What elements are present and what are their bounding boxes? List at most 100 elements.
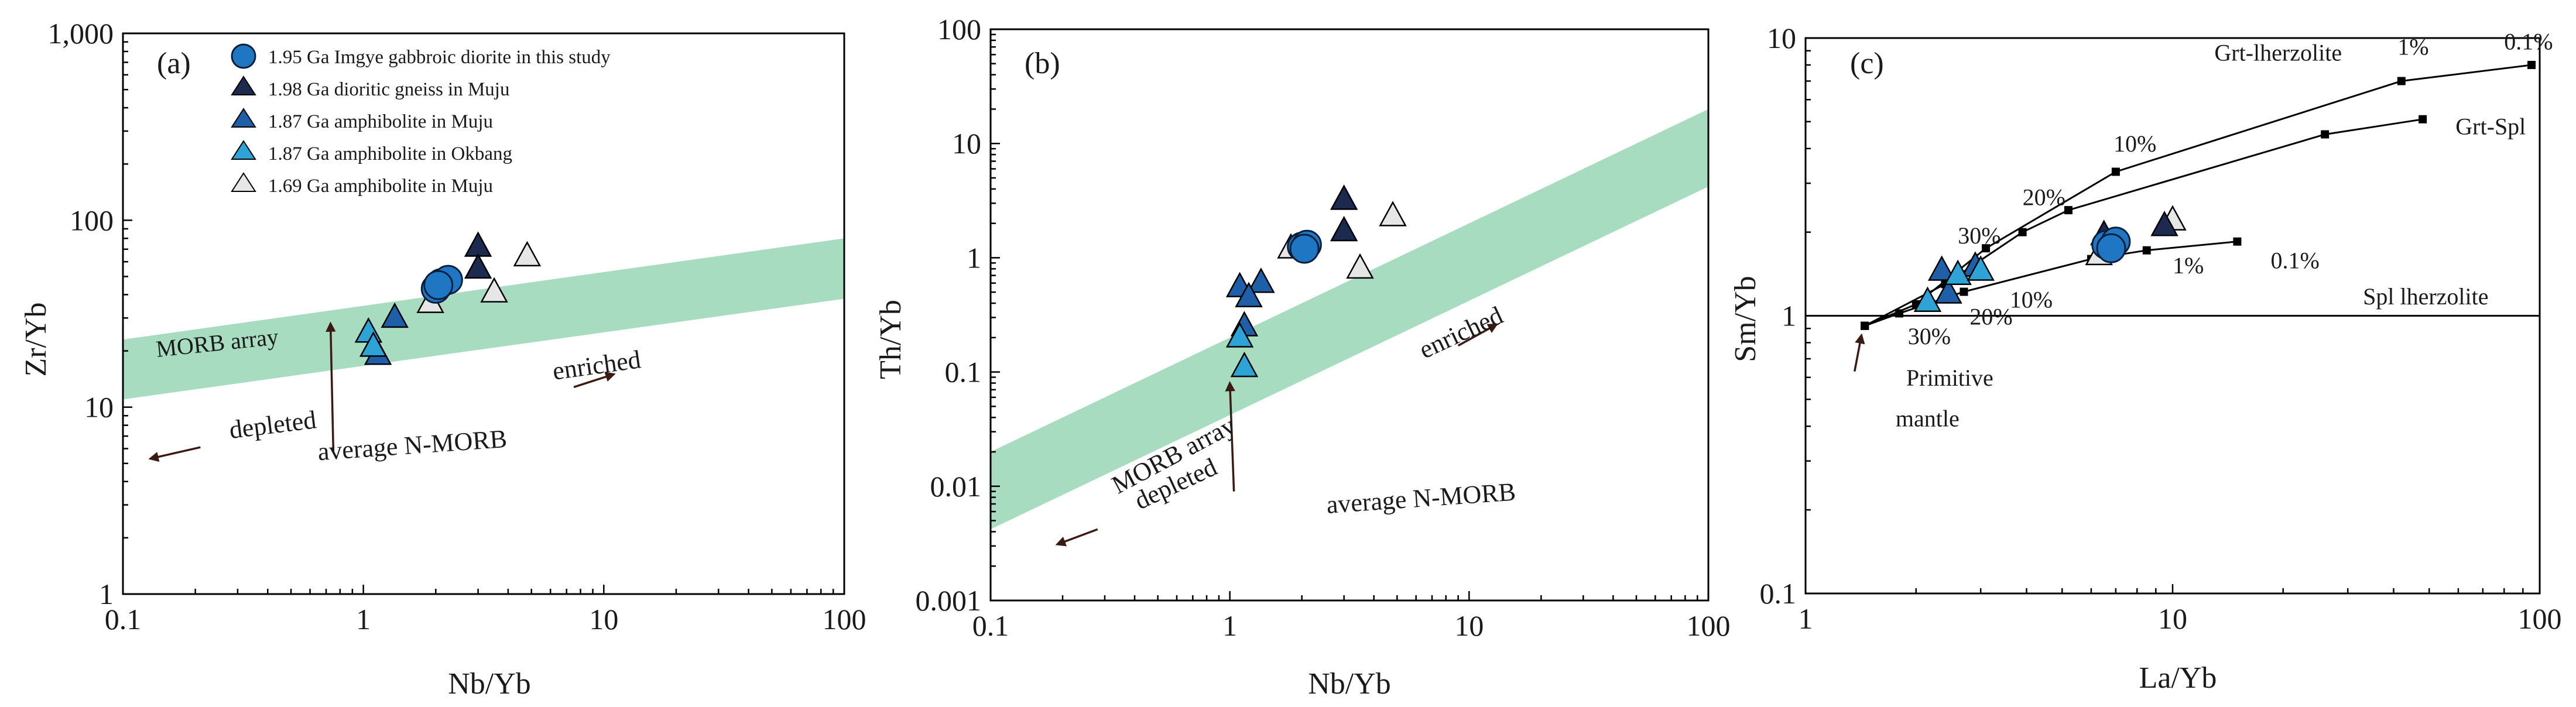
- point-gneiss: [2150, 210, 2178, 236]
- annotation-1: 1%: [2173, 252, 2204, 279]
- curve-node: [1895, 309, 1904, 318]
- trend-arrow: [326, 321, 336, 452]
- annotation-20: 20%: [1969, 304, 2012, 330]
- morb-array-band: [123, 238, 844, 400]
- annotation-enriched: enriched: [551, 345, 643, 386]
- legend-label: 1.98 Ga dioritic gneiss in Muju: [268, 79, 509, 100]
- x-tick-label: 100: [823, 603, 866, 636]
- curve-node: [2321, 130, 2330, 139]
- point-amph_muju_187: [381, 302, 409, 328]
- y-axis-label-c: Sm/Yb: [1729, 276, 1762, 362]
- legend-label: 1.95 Ga Imgye gabbroic diorite in this s…: [268, 47, 611, 68]
- legend-marker-amph-okbang: [231, 140, 256, 160]
- point-gneiss: [464, 231, 492, 257]
- curve-node: [1960, 287, 1968, 296]
- y-tick-label: 10: [952, 127, 981, 160]
- x-axis-label-a: Nb/Yb: [448, 667, 531, 701]
- annotation-primitive: Primitive: [1906, 365, 1993, 391]
- curve-node: [2397, 77, 2406, 85]
- x-axis-label-c: La/Yb: [2139, 661, 2217, 695]
- melting-curves: [1861, 60, 2536, 330]
- point-amph_169: [1379, 201, 1407, 226]
- annotation-grt-lherzolite: Grt-lherzolite: [2214, 39, 2342, 66]
- x-tick-label: 10: [1454, 609, 1484, 642]
- point-gneiss: [1330, 184, 1358, 210]
- legend-label: 1.87 Ga amphibolite in Okbang: [268, 143, 512, 164]
- point-study: [1289, 234, 1320, 264]
- legend-item-dioritic-gneiss: 1.98 Ga dioritic gneiss in Muju: [231, 75, 509, 100]
- annotation-10: 10%: [2010, 287, 2053, 313]
- annotation-30: 30%: [1958, 222, 2000, 249]
- point-amph_okbang: [1913, 286, 1942, 312]
- plot-frame-a: [122, 32, 845, 595]
- point-amph_okbang: [1225, 322, 1254, 348]
- curve-node: [2233, 237, 2242, 246]
- y-tick-label: 100: [70, 204, 114, 236]
- y-tick-label: 10: [1767, 22, 1796, 54]
- point-amph_muju_187: [1934, 278, 1962, 304]
- annotation-spl-lherzolite: Spl lherzolite: [2363, 283, 2488, 310]
- point-amph_okbang: [359, 331, 388, 357]
- legend-label: 1.69 Ga amphibolite in Muju: [268, 176, 493, 197]
- y-tick-label: 0.1: [945, 356, 982, 389]
- annotation-10: 10%: [2113, 131, 2156, 157]
- annotation-average-n-morb: average N-MORB: [1325, 478, 1516, 519]
- y-axis-label-a: Zr/Yb: [19, 302, 53, 376]
- trend-arrow: [1854, 333, 1865, 372]
- legend-marker-study: [231, 43, 256, 69]
- trend-arrow: [573, 372, 616, 389]
- data-points-a: [354, 231, 542, 365]
- annotation-depleted: depleted: [228, 405, 318, 444]
- x-tick-label: 0.1: [972, 609, 1009, 642]
- point-gneiss: [1330, 215, 1358, 242]
- annotation-0-1: 0.1%: [2271, 248, 2320, 274]
- curve-grt-spl: [1864, 118, 2423, 327]
- curve-node: [2111, 167, 2120, 176]
- point-amph_okbang: [1230, 351, 1259, 377]
- y-tick-label: 0.001: [916, 584, 982, 617]
- point-study: [423, 270, 454, 300]
- arrows-b: [1055, 323, 1498, 547]
- point-study: [2096, 233, 2126, 263]
- x-tick-label: 1: [356, 603, 371, 636]
- point-amph_muju_187: [1927, 255, 1956, 281]
- y-tick-label: 100: [937, 13, 981, 46]
- point-amph_169: [1346, 253, 1374, 279]
- curve-node: [2419, 115, 2427, 123]
- panel-label-a: (a): [157, 47, 191, 80]
- legend: 1.95 Ga Imgye gabbroic diorite in this s…: [231, 43, 611, 197]
- y-tick-label: 1,000: [48, 17, 114, 50]
- axis-ticks-b: 0.1 1 10 100 0.001 0.01 0.1 1 10 100: [916, 13, 1731, 642]
- trend-arrow: [1457, 323, 1498, 347]
- curve-node: [1982, 244, 1991, 253]
- legend-marker-amph-169: [231, 172, 256, 192]
- curve-node: [2527, 60, 2536, 69]
- annotation-0-1: 0.1%: [2504, 28, 2553, 54]
- annotation-mantle: mantle: [1896, 405, 1960, 431]
- curve-node: [1861, 321, 1869, 330]
- legend-item-amphibolite-okbang: 1.87 Ga amphibolite in Okbang: [231, 140, 512, 164]
- trend-arrow: [1055, 528, 1098, 547]
- x-tick-label: 0.1: [105, 603, 142, 636]
- curve-grt-lherzolite: [1864, 64, 2532, 327]
- point-amph_169: [480, 277, 508, 303]
- annotation-1: 1%: [2397, 34, 2428, 60]
- trend-arrow: [148, 446, 201, 462]
- x-tick-label: 10: [589, 603, 618, 636]
- plot-frame-b: [989, 28, 1710, 602]
- morb-array-band-b: [991, 109, 1708, 530]
- y-tick-label: 1: [1782, 300, 1796, 332]
- arrows-c: [1854, 333, 1865, 372]
- trend-arrow: [1225, 381, 1235, 492]
- y-tick-label: 10: [84, 391, 114, 424]
- legend-label: 1.87 Ga amphibolite in Muju: [268, 111, 493, 132]
- legend-marker-amph-muju-187: [231, 108, 256, 128]
- data-points-b: [1225, 184, 1407, 377]
- curve-node: [2064, 206, 2073, 215]
- curve-node: [2018, 228, 2027, 236]
- annotation-30: 30%: [1908, 323, 1951, 349]
